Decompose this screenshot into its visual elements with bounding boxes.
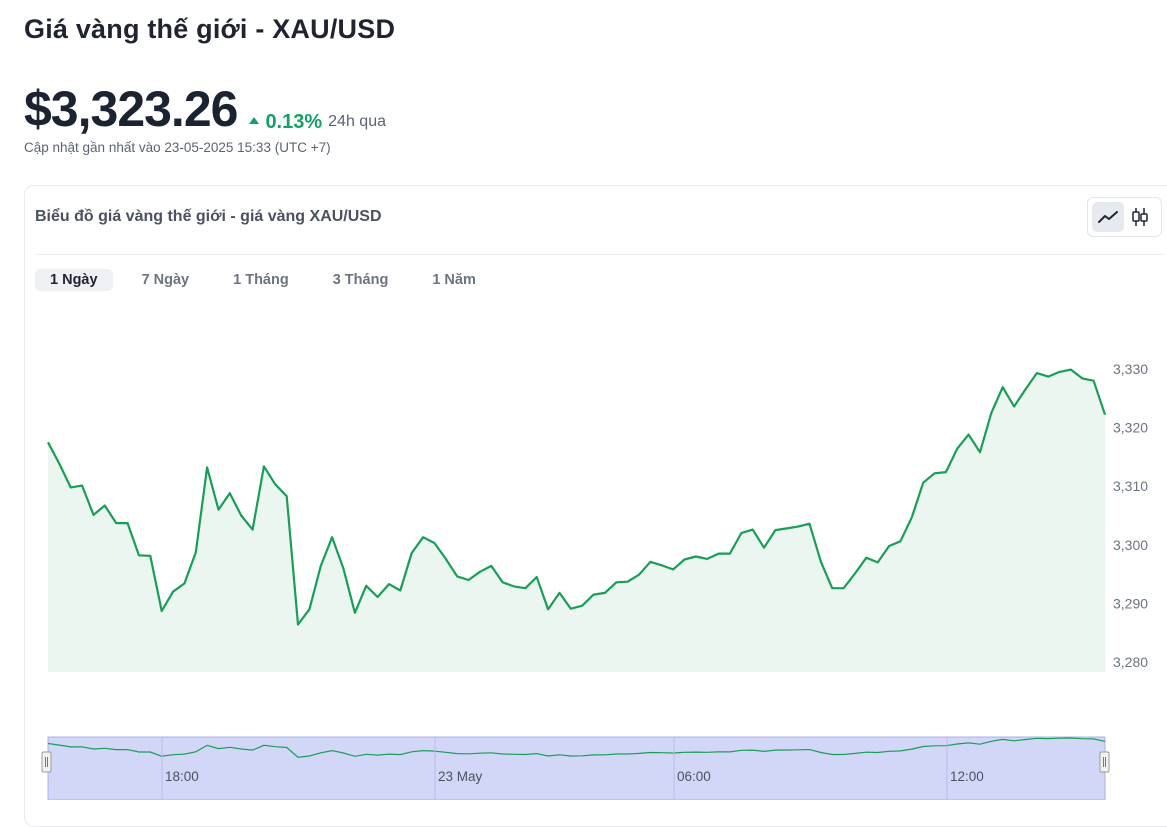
- line-chart-button[interactable]: [1092, 202, 1124, 232]
- page-title: Giá vàng thế giới - XAU/USD: [24, 14, 396, 44]
- y-tick-label: 3,290: [1113, 595, 1148, 611]
- y-tick-label: 3,320: [1113, 420, 1148, 436]
- candlestick-icon: [1132, 208, 1148, 226]
- y-tick-label: 3,280: [1113, 654, 1148, 670]
- current-price: $3,323.26: [24, 81, 238, 137]
- arrow-up-icon: [249, 117, 260, 124]
- navigator-handle-right[interactable]: [1099, 751, 1110, 773]
- navigator-x-label: 18:00: [165, 769, 199, 784]
- range-tabs: 1 Ngày 7 Ngày 1 Tháng 3 Tháng 1 Năm: [35, 269, 505, 291]
- tab-1-month[interactable]: 1 Tháng: [233, 272, 289, 288]
- y-tick-label: 3,300: [1113, 537, 1148, 553]
- tab-7-days[interactable]: 7 Ngày: [141, 272, 190, 288]
- price-chart: 3,330 3,320 3,310 3,300 3,290 3,280 18:00 23 Ma…: [41, 361, 1148, 800]
- line-chart-icon: [1098, 211, 1118, 223]
- tab-1-day[interactable]: 1 Ngày: [35, 269, 113, 291]
- y-tick-label: 3,330: [1113, 361, 1148, 377]
- price-summary: $3,323.26 0.13% 24h qua: [24, 80, 386, 138]
- navigator-window: [47, 736, 1106, 800]
- tab-1-year[interactable]: 1 Năm: [432, 272, 476, 288]
- chart-type-toggle: [1087, 197, 1162, 237]
- price-change-percent: 0.13%: [265, 111, 323, 133]
- price-line: [47, 368, 1107, 626]
- card-divider: [35, 254, 1165, 255]
- change-period: 24h qua: [328, 113, 386, 130]
- navigator-x-label: 06:00: [677, 769, 711, 784]
- chart-title: Biểu đồ giá vàng thế giới - giá vàng XAU…: [35, 208, 382, 225]
- navigator-x-label: 12:00: [950, 769, 984, 784]
- navigator-x-label: 23 May: [438, 769, 483, 784]
- tab-3-months[interactable]: 3 Tháng: [332, 272, 389, 288]
- price-area: [48, 369, 1105, 672]
- navigator-line: [47, 737, 1106, 758]
- y-tick-label: 3,310: [1113, 478, 1148, 494]
- chart-card: Biểu đồ giá vàng thế giới - giá vàng XAU…: [24, 185, 1167, 827]
- price-change: 0.13%: [249, 111, 322, 134]
- last-updated: Cập nhật gần nhất vào 23-05-2025 15:33 (…: [24, 140, 331, 155]
- navigator-handle-left[interactable]: [41, 751, 52, 773]
- candlestick-button[interactable]: [1124, 202, 1156, 232]
